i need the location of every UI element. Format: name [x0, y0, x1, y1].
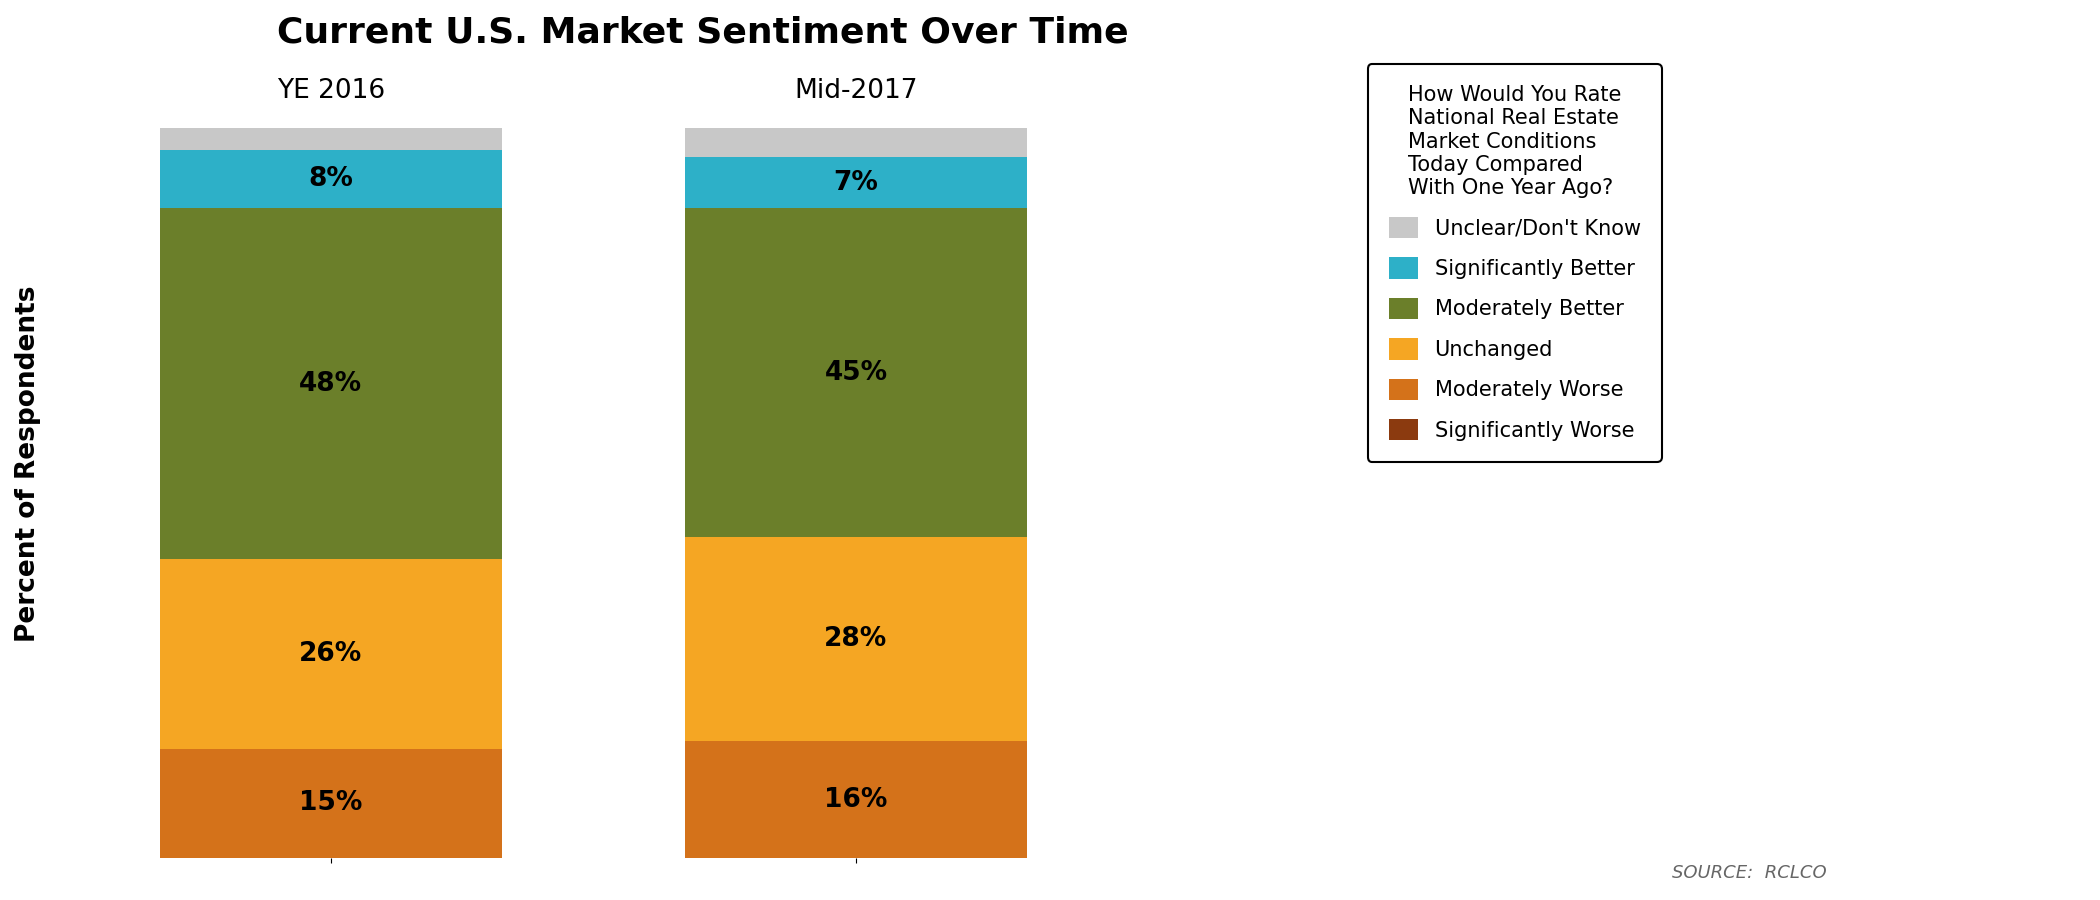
Bar — [160, 150, 502, 209]
Text: 28%: 28% — [825, 626, 888, 652]
Text: 45%: 45% — [825, 360, 888, 386]
Bar — [685, 537, 1027, 742]
Bar — [685, 128, 1027, 158]
Bar — [160, 209, 502, 559]
Y-axis label: Percent of Respondents: Percent of Respondents — [15, 285, 42, 642]
Text: SOURCE:  RCLCO: SOURCE: RCLCO — [1672, 864, 1827, 882]
Legend: Unclear/Don't Know, Significantly Better, Moderately Better, Unchanged, Moderate: Unclear/Don't Know, Significantly Better… — [1367, 65, 1661, 462]
Bar — [160, 128, 502, 150]
Title: Current U.S. Market Sentiment Over Time: Current U.S. Market Sentiment Over Time — [277, 15, 1130, 49]
Text: 15%: 15% — [298, 790, 363, 816]
Text: 7%: 7% — [834, 170, 878, 196]
Bar — [685, 209, 1027, 537]
Bar — [160, 749, 502, 858]
Text: 8%: 8% — [309, 166, 353, 193]
Text: 48%: 48% — [298, 371, 361, 397]
Bar — [685, 742, 1027, 858]
Text: Mid-2017: Mid-2017 — [794, 77, 918, 104]
Text: 26%: 26% — [298, 641, 361, 667]
Bar — [160, 559, 502, 749]
Text: 16%: 16% — [825, 787, 888, 813]
Text: YE 2016: YE 2016 — [277, 77, 384, 104]
Bar — [685, 158, 1027, 209]
